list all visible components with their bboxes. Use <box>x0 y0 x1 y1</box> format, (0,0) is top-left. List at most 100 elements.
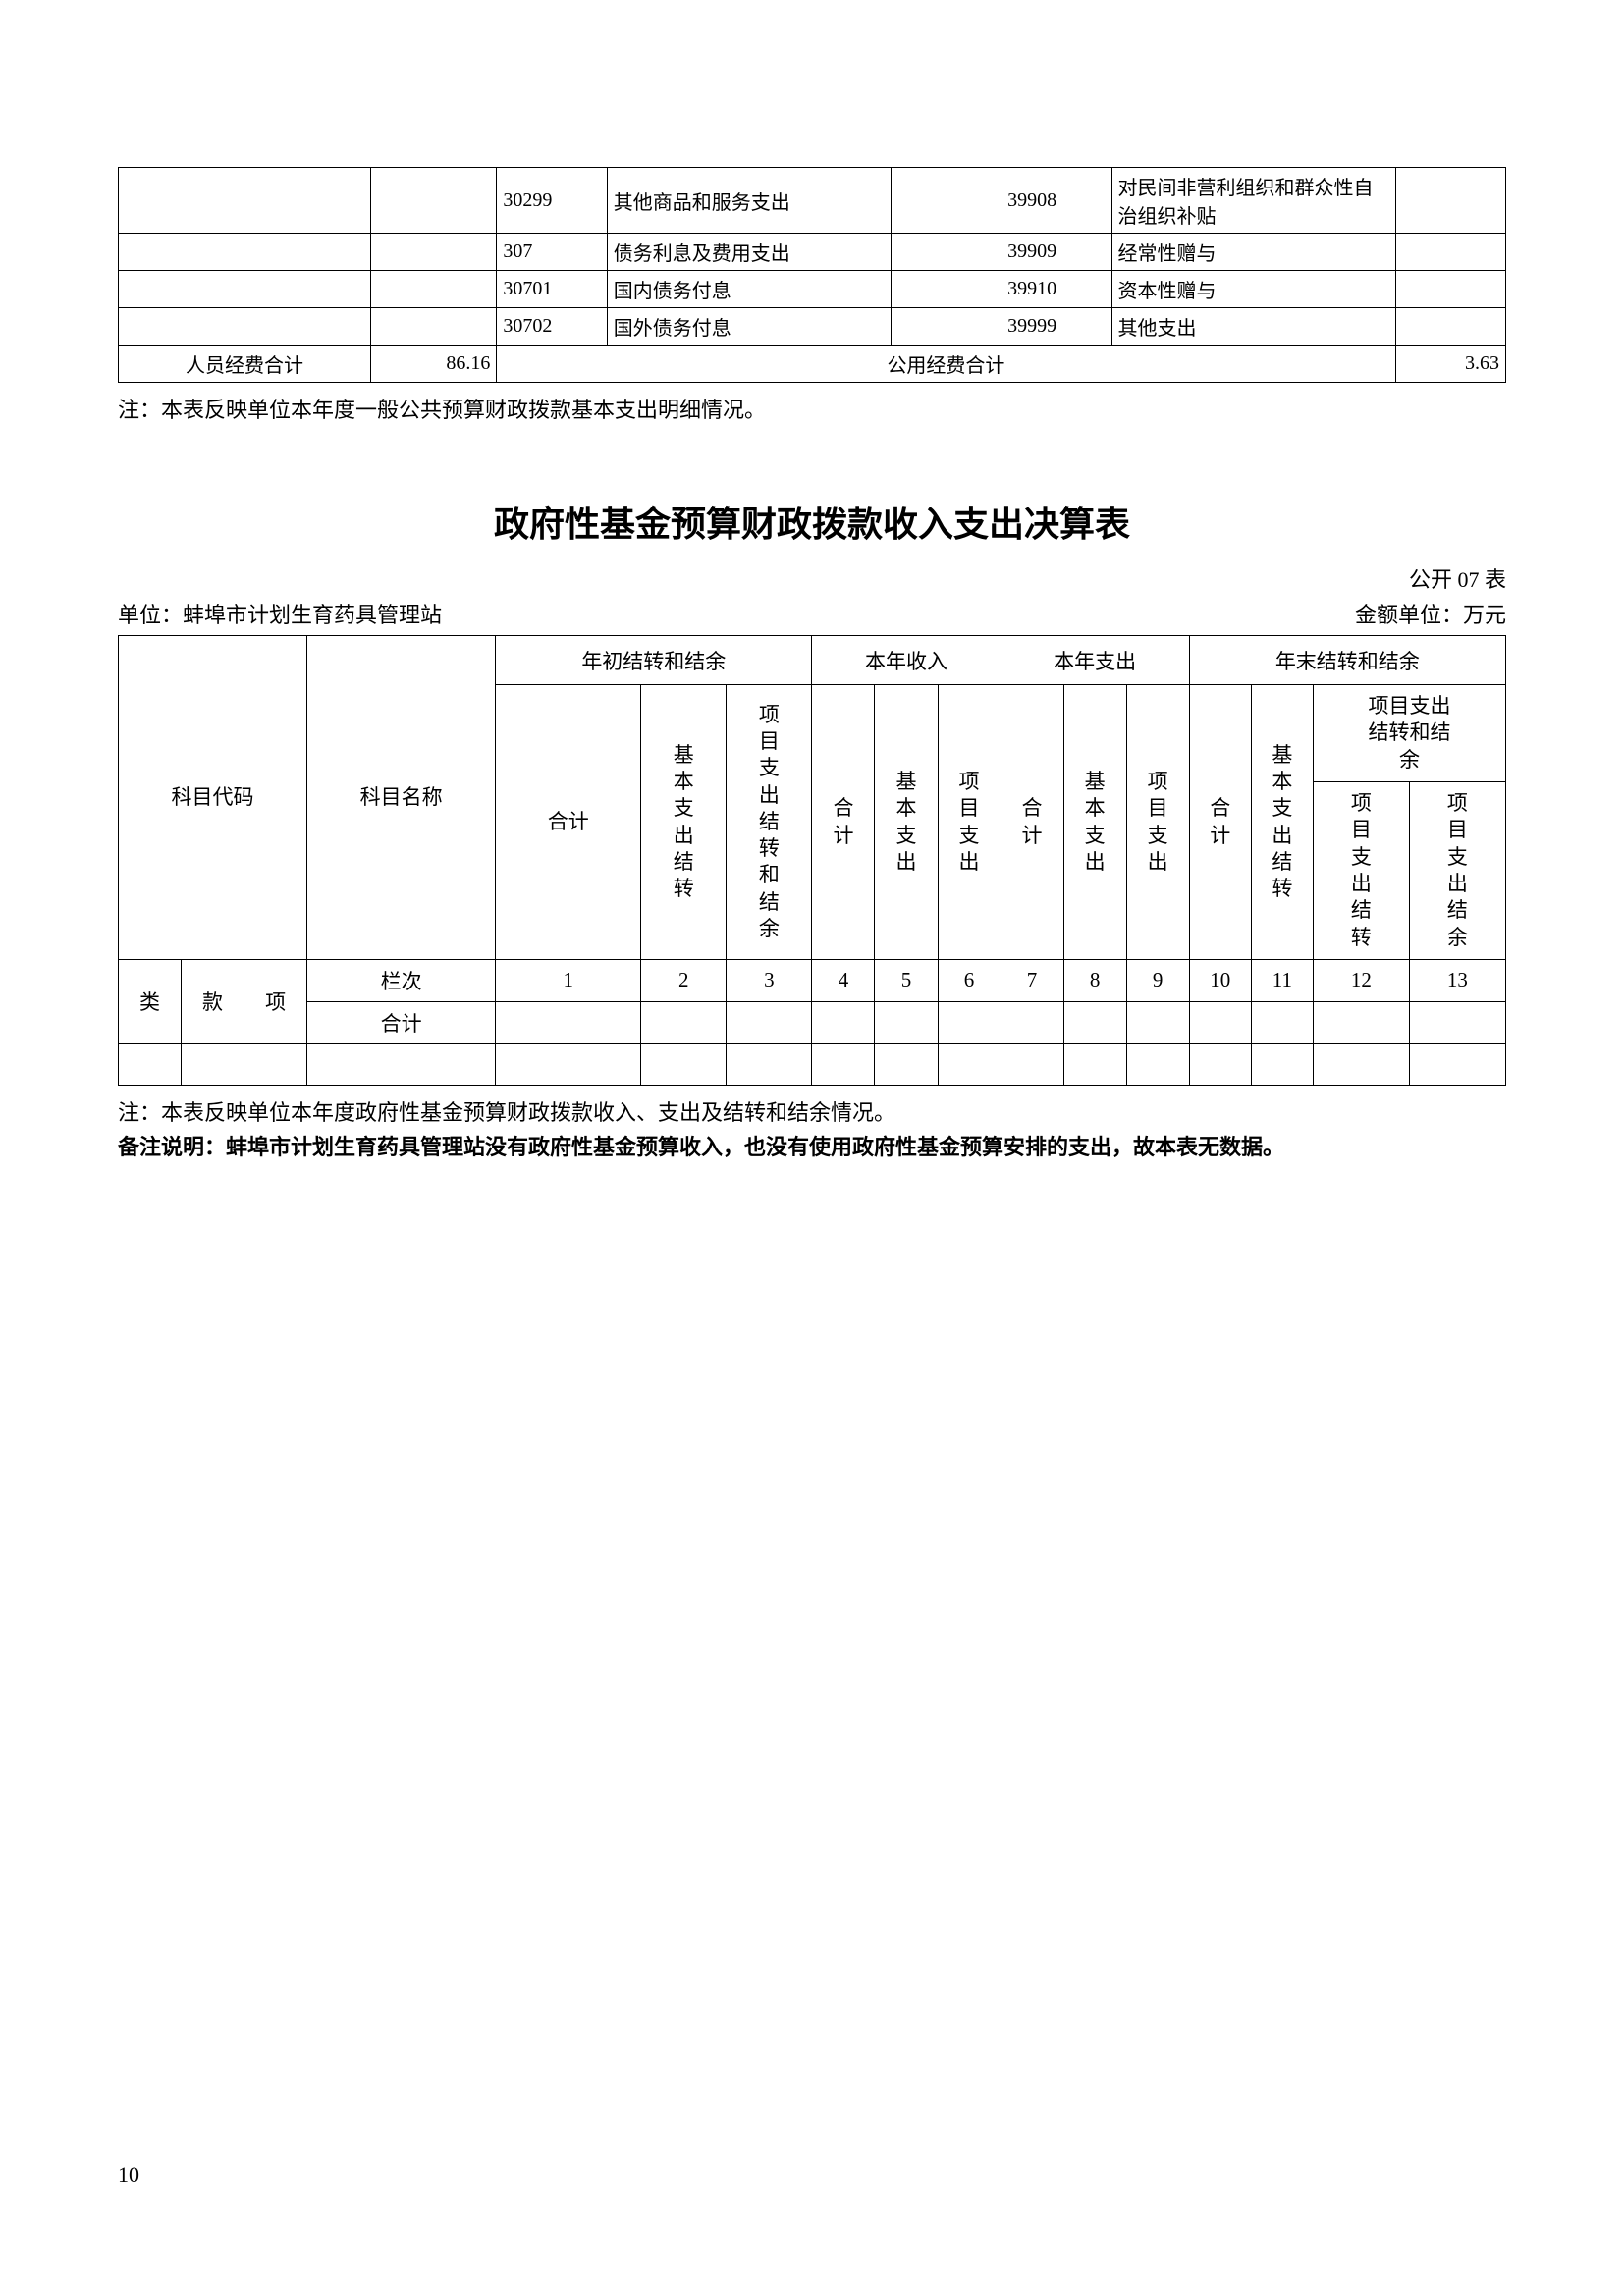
cell <box>496 1043 641 1085</box>
header-project-carry: 项目支出结转 <box>1313 782 1409 960</box>
cell <box>891 271 1001 308</box>
header-row: 科目代码 科目名称 年初结转和结余 本年收入 本年支出 年末结转和结余 <box>119 636 1506 685</box>
row-label: 栏次 <box>307 959 496 1001</box>
cell <box>1001 1043 1063 1085</box>
cell <box>891 308 1001 346</box>
sum-row: 合计 <box>119 1001 1506 1043</box>
header-basic-carry: 基本支出结转 <box>641 685 727 960</box>
cell <box>1395 234 1505 271</box>
header-project-balance: 项目支出结余 <box>1409 782 1505 960</box>
cell <box>182 1043 244 1085</box>
header-project-balance-group: 项目支出结转和结余 <box>1313 685 1505 782</box>
amount-unit: 金额单位：万元 <box>1355 598 1506 629</box>
cell <box>370 234 496 271</box>
header-subject-name: 科目名称 <box>307 636 496 960</box>
cell-label: 经常性赠与 <box>1111 234 1395 271</box>
expense-detail-table: 30299 其他商品和服务支出 39908 对民间非营利组织和群众性自治组织补贴… <box>118 167 1506 383</box>
col-num: 2 <box>641 959 727 1001</box>
cell <box>1409 1001 1505 1043</box>
cell <box>875 1043 938 1085</box>
cell <box>1409 1043 1505 1085</box>
cell <box>1251 1043 1313 1085</box>
col-num: 3 <box>727 959 812 1001</box>
section-title: 政府性基金预算财政拨款收入支出决算表 <box>118 496 1506 547</box>
personnel-total-value: 86.16 <box>370 346 496 383</box>
cell <box>727 1001 812 1043</box>
cell <box>307 1043 496 1085</box>
cell-code: 30702 <box>497 308 607 346</box>
cell-code: 30299 <box>497 168 607 234</box>
header-project-expense: 项目支出 <box>1126 685 1189 960</box>
cell <box>1189 1001 1251 1043</box>
table-row: 307 债务利息及费用支出 39909 经常性赠与 <box>119 234 1506 271</box>
public-total-value: 3.63 <box>1395 346 1505 383</box>
cell <box>1126 1001 1189 1043</box>
header-year-expense: 本年支出 <box>1001 636 1189 685</box>
table-row: 30702 国外债务付息 39999 其他支出 <box>119 308 1506 346</box>
cell <box>496 1001 641 1043</box>
table-row: 30701 国内债务付息 39910 资本性赠与 <box>119 271 1506 308</box>
table-total-row: 人员经费合计 86.16 公用经费合计 3.63 <box>119 346 1506 383</box>
cell-label: 国外债务付息 <box>607 308 891 346</box>
personnel-total-label: 人员经费合计 <box>119 346 371 383</box>
cell <box>119 308 371 346</box>
cell <box>1126 1043 1189 1085</box>
sum-label: 合计 <box>307 1001 496 1043</box>
header-basic-expense: 基本支出 <box>1063 685 1126 960</box>
header-year-begin: 年初结转和结余 <box>496 636 812 685</box>
col-num: 1 <box>496 959 641 1001</box>
cell <box>1395 168 1505 234</box>
cell-code: 30701 <box>497 271 607 308</box>
cell <box>119 1043 182 1085</box>
cell-code: 39910 <box>1001 271 1111 308</box>
cell <box>938 1043 1001 1085</box>
header-class: 类 <box>119 959 182 1043</box>
cell-code: 307 <box>497 234 607 271</box>
table-number: 公开 07 表 <box>1409 562 1506 594</box>
cell <box>1251 1001 1313 1043</box>
table-number-row: 公开 07 表 <box>118 562 1506 594</box>
cell-label: 其他支出 <box>1111 308 1395 346</box>
table-row: 30299 其他商品和服务支出 39908 对民间非营利组织和群众性自治组织补贴 <box>119 168 1506 234</box>
cell <box>938 1001 1001 1043</box>
col-num: 4 <box>812 959 875 1001</box>
cell <box>875 1001 938 1043</box>
cell <box>1395 271 1505 308</box>
cell <box>119 168 371 234</box>
cell-label: 债务利息及费用支出 <box>607 234 891 271</box>
col-num: 6 <box>938 959 1001 1001</box>
cell-label: 资本性赠与 <box>1111 271 1395 308</box>
cell <box>370 271 496 308</box>
cell <box>1001 1001 1063 1043</box>
header-total: 合计 <box>1001 685 1063 960</box>
cell <box>119 234 371 271</box>
header-year-end: 年末结转和结余 <box>1189 636 1505 685</box>
col-num: 11 <box>1251 959 1313 1001</box>
col-num: 12 <box>1313 959 1409 1001</box>
cell <box>370 308 496 346</box>
cell <box>891 234 1001 271</box>
cell <box>119 271 371 308</box>
header-project-carry-balance: 项目支出结转和结余 <box>727 685 812 960</box>
column-number-row: 类 款 项 栏次 1 2 3 4 5 6 7 8 9 10 11 12 13 <box>119 959 1506 1001</box>
col-num: 10 <box>1189 959 1251 1001</box>
cell <box>1313 1043 1409 1085</box>
cell <box>812 1043 875 1085</box>
fund-budget-table: 科目代码 科目名称 年初结转和结余 本年收入 本年支出 年末结转和结余 合计 基… <box>118 635 1506 1086</box>
cell <box>891 168 1001 234</box>
cell <box>641 1043 727 1085</box>
cell <box>727 1043 812 1085</box>
public-total-label: 公用经费合计 <box>497 346 1395 383</box>
header-total: 合计 <box>1189 685 1251 960</box>
unit-name: 单位：蚌埠市计划生育药具管理站 <box>118 598 442 629</box>
header-basic-carry: 基本支出结转 <box>1251 685 1313 960</box>
cell <box>1395 308 1505 346</box>
cell-code: 39909 <box>1001 234 1111 271</box>
header-sub: 项 <box>244 959 307 1043</box>
unit-row: 单位：蚌埠市计划生育药具管理站 金额单位：万元 <box>118 598 1506 629</box>
cell-code: 39999 <box>1001 308 1111 346</box>
col-num: 8 <box>1063 959 1126 1001</box>
header-project-expense: 项目支出 <box>938 685 1001 960</box>
header-total: 合计 <box>496 685 641 960</box>
cell-label: 其他商品和服务支出 <box>607 168 891 234</box>
